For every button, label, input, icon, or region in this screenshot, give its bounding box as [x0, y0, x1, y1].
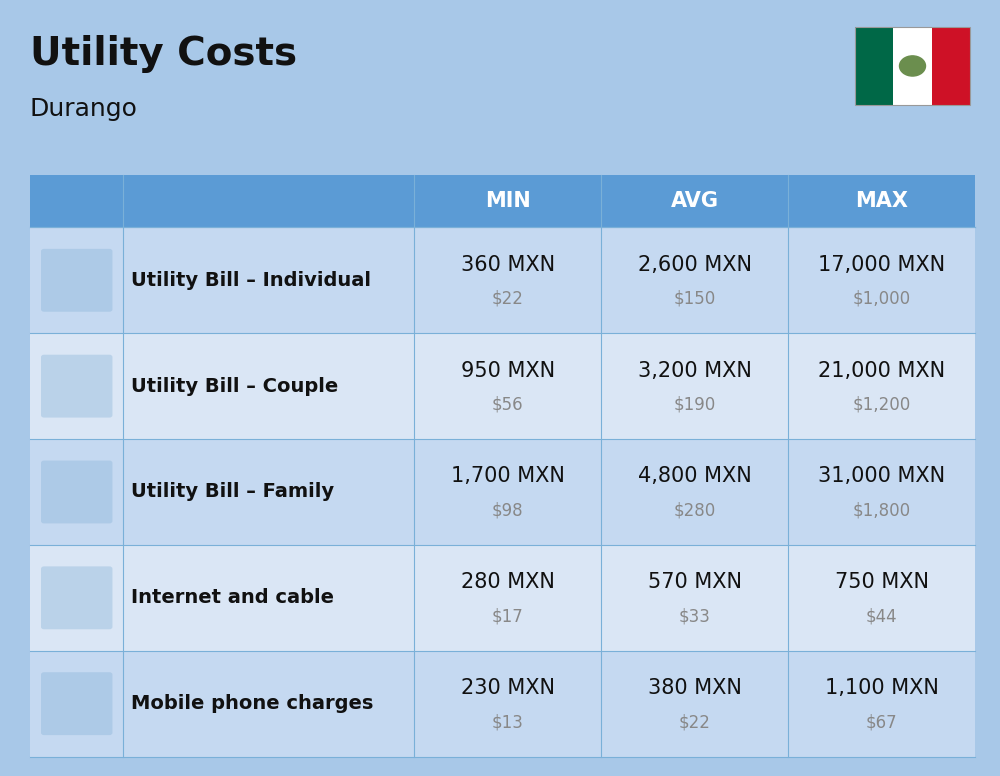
- Text: 570 MXN: 570 MXN: [648, 573, 742, 592]
- Text: Internet and cable: Internet and cable: [131, 588, 334, 608]
- FancyBboxPatch shape: [41, 460, 112, 524]
- Text: $190: $190: [673, 396, 716, 414]
- Text: 1,700 MXN: 1,700 MXN: [451, 466, 565, 487]
- Text: $44: $44: [866, 608, 897, 625]
- Text: Utility Costs: Utility Costs: [30, 35, 297, 73]
- Text: 230 MXN: 230 MXN: [461, 678, 555, 698]
- Text: 1,100 MXN: 1,100 MXN: [825, 678, 938, 698]
- FancyBboxPatch shape: [30, 651, 975, 757]
- Text: 17,000 MXN: 17,000 MXN: [818, 255, 945, 275]
- Text: $150: $150: [673, 290, 716, 308]
- Text: $1,000: $1,000: [852, 290, 911, 308]
- Text: $56: $56: [492, 396, 524, 414]
- Text: AVG: AVG: [671, 191, 719, 211]
- Text: Utility Bill – Individual: Utility Bill – Individual: [131, 271, 371, 289]
- FancyBboxPatch shape: [30, 333, 975, 439]
- Text: 21,000 MXN: 21,000 MXN: [818, 361, 945, 380]
- Text: Durango: Durango: [30, 97, 138, 121]
- Circle shape: [900, 56, 926, 76]
- Text: $280: $280: [673, 501, 716, 520]
- Text: MIN: MIN: [485, 191, 531, 211]
- Text: $17: $17: [492, 608, 524, 625]
- FancyBboxPatch shape: [41, 566, 112, 629]
- Text: 31,000 MXN: 31,000 MXN: [818, 466, 945, 487]
- FancyBboxPatch shape: [932, 27, 970, 105]
- Text: $1,200: $1,200: [852, 396, 911, 414]
- FancyBboxPatch shape: [41, 355, 112, 417]
- FancyBboxPatch shape: [30, 227, 975, 333]
- Text: $98: $98: [492, 501, 524, 520]
- FancyBboxPatch shape: [855, 27, 893, 105]
- Text: $33: $33: [679, 608, 711, 625]
- FancyBboxPatch shape: [41, 672, 112, 735]
- Text: $22: $22: [679, 713, 711, 731]
- FancyBboxPatch shape: [30, 175, 975, 227]
- Text: 750 MXN: 750 MXN: [835, 573, 929, 592]
- Text: 4,800 MXN: 4,800 MXN: [638, 466, 751, 487]
- Text: $13: $13: [492, 713, 524, 731]
- Text: Utility Bill – Couple: Utility Bill – Couple: [131, 376, 338, 396]
- Text: $1,800: $1,800: [852, 501, 911, 520]
- Text: 280 MXN: 280 MXN: [461, 573, 555, 592]
- Text: 2,600 MXN: 2,600 MXN: [638, 255, 752, 275]
- Text: 950 MXN: 950 MXN: [461, 361, 555, 380]
- Text: Utility Bill – Family: Utility Bill – Family: [131, 483, 334, 501]
- Text: Mobile phone charges: Mobile phone charges: [131, 695, 373, 713]
- FancyBboxPatch shape: [30, 439, 975, 545]
- Text: 3,200 MXN: 3,200 MXN: [638, 361, 752, 380]
- Text: MAX: MAX: [855, 191, 908, 211]
- FancyBboxPatch shape: [893, 27, 932, 105]
- FancyBboxPatch shape: [30, 545, 975, 651]
- Text: $22: $22: [492, 290, 524, 308]
- Text: 360 MXN: 360 MXN: [461, 255, 555, 275]
- Text: $67: $67: [866, 713, 897, 731]
- FancyBboxPatch shape: [41, 249, 112, 312]
- Text: 380 MXN: 380 MXN: [648, 678, 742, 698]
